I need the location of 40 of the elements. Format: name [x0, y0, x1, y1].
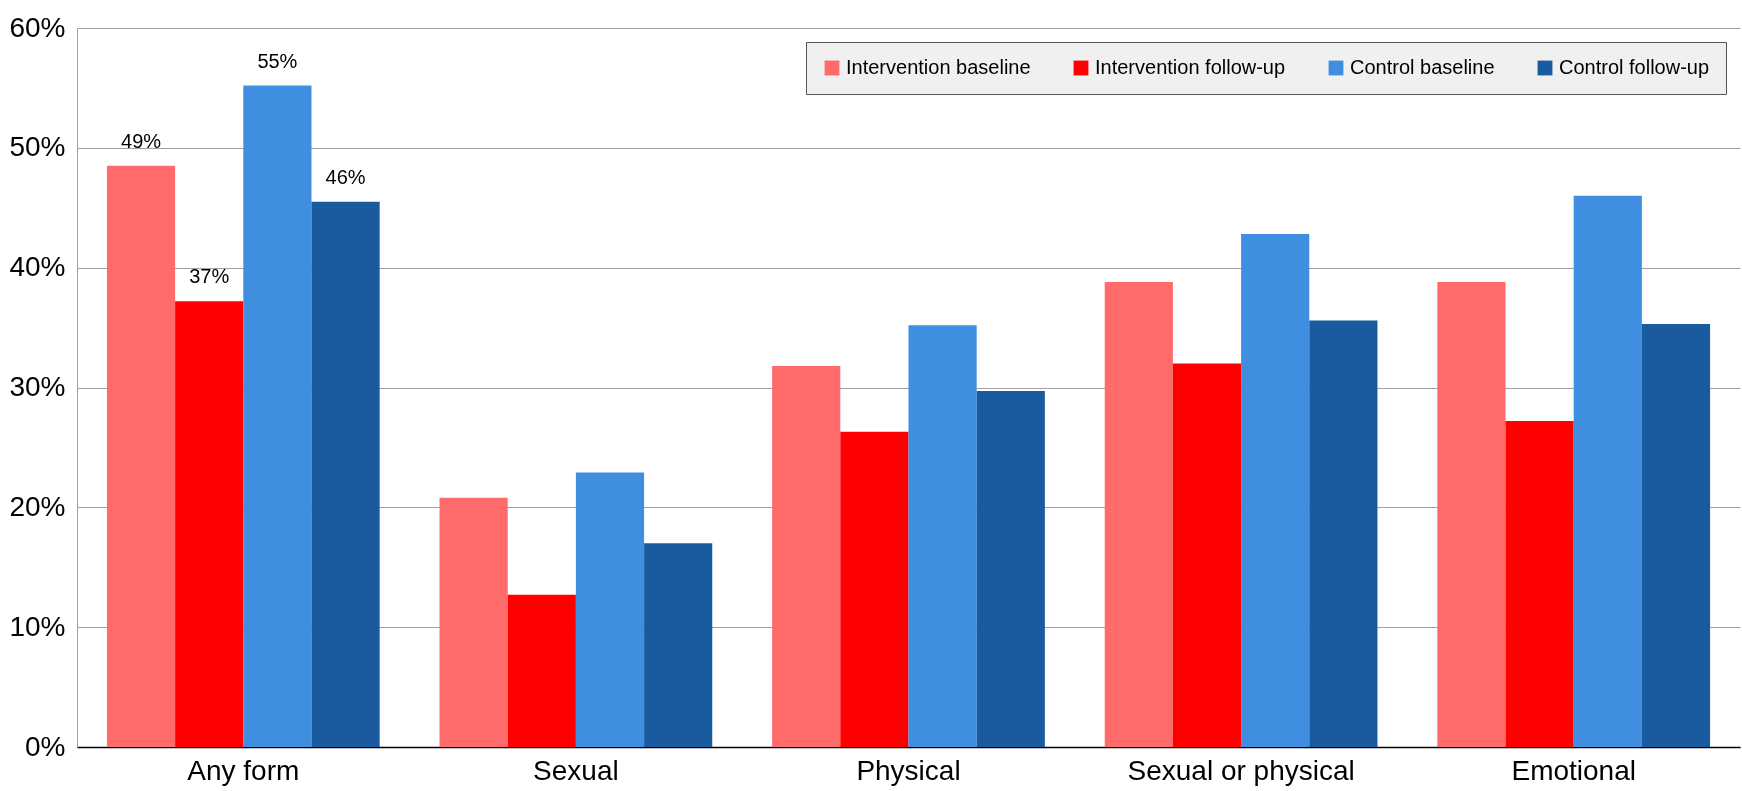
- bar: [243, 85, 312, 747]
- bar: [311, 201, 380, 747]
- x-tick-label: Any form: [187, 754, 300, 786]
- x-tick-label: Physical: [856, 754, 961, 786]
- legend-label: Intervention baseline: [846, 56, 1031, 78]
- y-tick-label: 30%: [9, 371, 66, 402]
- legend-label: Intervention follow-up: [1095, 56, 1286, 78]
- x-tick-label: Sexual: [533, 754, 619, 786]
- y-tick-label: 10%: [9, 610, 66, 642]
- legend-label: Control follow-up: [1559, 56, 1710, 78]
- x-tick-label: Sexual or physical: [1127, 754, 1355, 786]
- bar: [1172, 363, 1242, 747]
- y-tick-label: 60%: [9, 11, 66, 43]
- bar: [976, 391, 1045, 747]
- y-tick-label: 20%: [9, 490, 66, 522]
- bar: [840, 431, 909, 747]
- bar: [1437, 282, 1506, 747]
- bar: [1104, 282, 1173, 747]
- bar: [1641, 323, 1711, 747]
- data-label: 46%: [325, 165, 366, 188]
- bar: [1309, 320, 1378, 747]
- bar: [175, 301, 244, 747]
- data-label: 37%: [189, 265, 230, 288]
- y-tick-label: 0%: [25, 730, 66, 762]
- bar: [772, 365, 841, 747]
- data-label: 55%: [257, 49, 298, 72]
- legend-label: Control baseline: [1350, 56, 1495, 78]
- bar: [1505, 421, 1574, 747]
- bar: [106, 165, 176, 747]
- x-tick-label: Emotional: [1511, 754, 1636, 786]
- bar: [507, 594, 576, 747]
- bar: [1573, 195, 1642, 747]
- bar: [439, 497, 508, 747]
- data-label: 49%: [121, 129, 162, 152]
- bar: [1241, 234, 1310, 747]
- y-tick-label: 40%: [9, 251, 66, 283]
- y-tick-label: 50%: [9, 131, 66, 163]
- bar: [575, 472, 645, 747]
- bar: [908, 325, 977, 747]
- bar: [644, 543, 713, 747]
